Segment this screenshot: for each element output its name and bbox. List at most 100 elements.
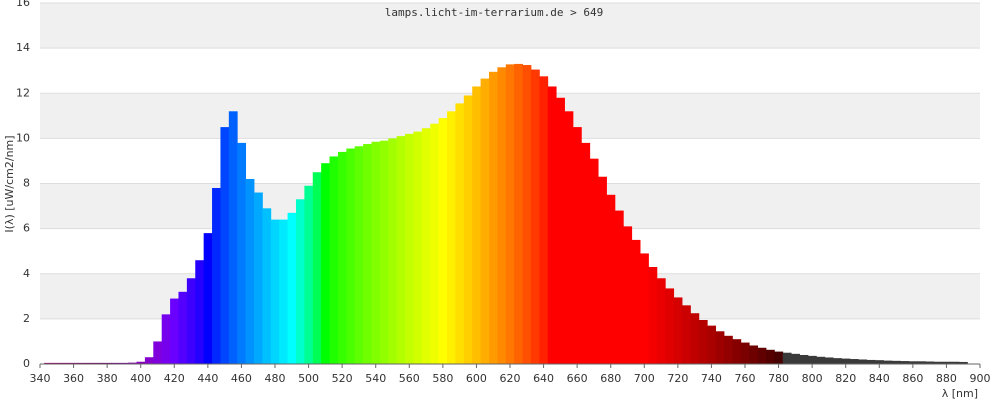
spectrum-bar [799,354,809,364]
x-tick-label: 420 [164,372,185,385]
spectrum-bar [178,291,188,364]
spectrum-bar [321,163,330,364]
x-tick-label: 740 [701,372,722,385]
spectrum-bar [866,359,876,364]
y-tick-label: 4 [23,267,30,280]
spectrum-bar [153,341,163,364]
spectrum-bar [883,360,893,364]
y-tick-label: 8 [23,177,30,190]
x-tick-label: 820 [835,372,856,385]
spectrum-bar [52,362,62,364]
x-tick-label: 580 [432,372,453,385]
spectrum-bar [60,362,70,364]
spectrum-bar [572,127,582,364]
spectrum-bar [421,128,431,364]
spectrum-bar [581,142,591,364]
spectrum-bar [589,158,599,364]
spectrum-bar [102,362,112,364]
y-tick-label: 14 [16,41,30,54]
spectrum-bar [791,353,800,364]
spectrum-bar [824,357,834,364]
y-tick-label: 0 [23,357,30,370]
x-tick-label: 880 [936,372,957,385]
x-tick-label: 520 [332,372,353,385]
spectrum-bar [254,192,263,364]
spectrum-bar [673,297,683,364]
spectrum-bar [128,362,137,364]
spectrum-bar [312,172,322,364]
spectrum-bar [489,71,498,365]
spectrum-bar [195,260,205,364]
x-axis-label: λ [nm] [942,387,978,400]
spectrum-bar [925,361,935,364]
x-tick-label: 800 [802,372,823,385]
spectrum-bar [295,199,305,364]
spectrum-bar [564,111,574,364]
spectrum-bar [463,95,473,364]
spectrum-bar [69,362,79,364]
spectrum-bar [707,325,717,364]
spectrum-bar [606,194,616,364]
spectrum-bar [749,345,758,364]
x-tick-label: 340 [30,372,51,385]
spectrum-bar [413,131,423,364]
spectrum-bar [757,347,767,364]
spectrum-bar [111,362,121,364]
spectrum-bar [665,288,675,364]
spectrum-bar [514,63,523,364]
spectrum-bar [556,97,565,364]
x-tick-label: 480 [265,372,286,385]
spectrum-bar [170,298,179,364]
spectrum-bar [782,352,792,364]
spectrum-bar [346,148,356,364]
spectrum-bar [858,359,868,364]
spectrum-bar [917,361,926,364]
spectrum-bar [740,342,750,364]
y-tick-label: 12 [16,86,30,99]
spectrum-bar [497,67,507,364]
spectrum-bar [228,111,238,364]
x-tick-label: 500 [298,372,319,385]
spectrum-bar [472,86,482,364]
spectrum-bar [371,141,381,364]
spectrum-bar [522,65,532,364]
plot: 0 2 4 6 8 10 12 14 16 340 360 380 400 420 440 460 480 500… [16,0,991,385]
spectrum-bar [262,208,272,364]
spectrum-bar [908,361,918,364]
x-tick-label: 840 [869,372,890,385]
x-tick-label: 660 [567,372,588,385]
y-tick-label: 16 [16,0,30,9]
spectrum-bar [950,361,960,364]
spectrum-bar [539,76,549,364]
spectrum-bar [623,226,633,364]
spectrum-bar [959,361,968,364]
x-tick-label: 460 [231,372,252,385]
x-tick-label: 860 [902,372,923,385]
spectrum-bar [530,69,540,364]
spectrum-bar [942,361,952,364]
x-tick-label: 540 [365,372,386,385]
spectrum-bar [363,144,372,364]
spectrum-bar [44,362,53,364]
spectrum-bar [690,313,700,364]
grid-band [40,3,980,49]
spectrum-bar [480,78,490,364]
spectrum-bar [430,123,440,364]
spectrum-bar [304,185,314,364]
spectrum-bar [396,136,406,364]
spectrum-bar [774,351,784,364]
x-tick-label: 400 [130,372,151,385]
x-tick-label: 900 [970,372,991,385]
spectrum-bar [816,356,826,364]
spectrum-bar [119,362,129,364]
spectrum-bar [237,142,247,364]
spectrum-bar [765,349,775,364]
x-tick-label: 760 [735,372,756,385]
spectrum-bar [379,140,389,364]
spectrum-bar [547,86,557,364]
spectrum-bar [875,360,884,364]
spectrum-bar [388,138,398,364]
spectrum-bar [245,178,255,364]
chart-title: lamps.licht-im-terrarium.de > 649 [385,6,604,19]
